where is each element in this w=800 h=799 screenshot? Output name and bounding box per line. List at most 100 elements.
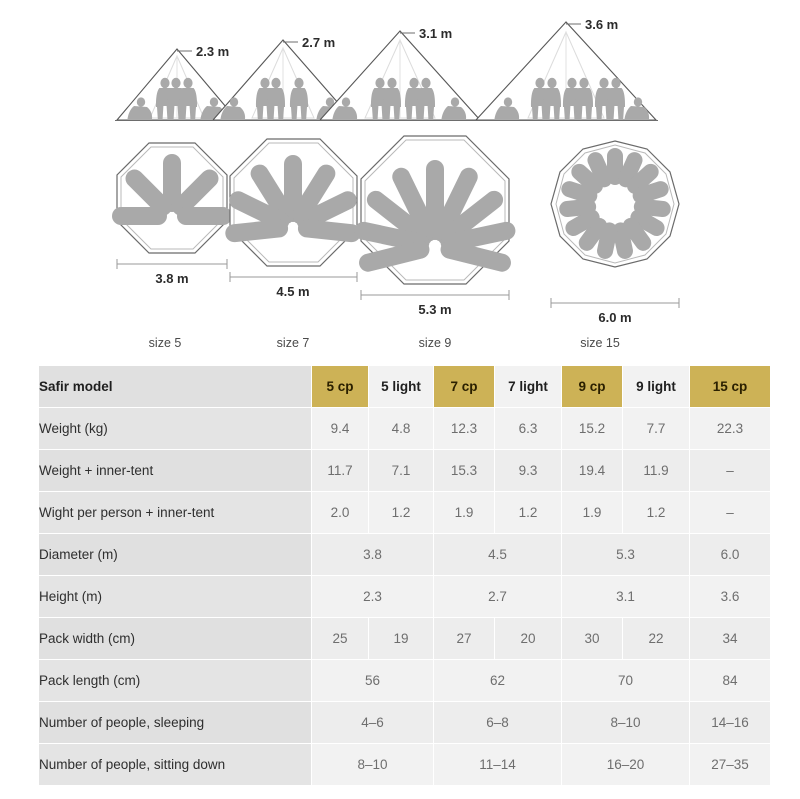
elevation-size-7: 2.7 m xyxy=(211,35,355,121)
cell-value: 27–35 xyxy=(690,744,770,785)
plan-diameter-label-0: 3.8 m xyxy=(155,271,188,286)
cell-value: 20 xyxy=(495,618,561,659)
plan-size-label-1: size 7 xyxy=(277,336,310,350)
cell-value: 70 xyxy=(562,660,689,701)
cell-value: 8–10 xyxy=(312,744,433,785)
cell-value: 7.1 xyxy=(369,450,433,491)
cell-value: 14–16 xyxy=(690,702,770,743)
elevation-size-9: 3.1 m xyxy=(318,26,482,121)
floorplan-size-5: 3.8 m size 5 xyxy=(112,142,232,350)
tent-illustration: 2.3 m 2.7 m xyxy=(112,17,680,350)
tent-diagram-area: 2.3 m 2.7 m xyxy=(0,0,800,355)
column-header-5light[interactable]: 5 light xyxy=(369,366,433,407)
plan-diameter-label-2: 5.3 m xyxy=(418,302,451,317)
cell-value: 19.4 xyxy=(562,450,622,491)
cell-value: 7.7 xyxy=(623,408,689,449)
cell-value: 11.9 xyxy=(623,450,689,491)
cell-value: 1.2 xyxy=(369,492,433,533)
table-row: Height (m) 2.3 2.7 3.1 3.6 xyxy=(39,576,770,617)
cell-value: 62 xyxy=(434,660,561,701)
column-header-7cp[interactable]: 7 cp xyxy=(434,366,494,407)
column-header-7light[interactable]: 7 light xyxy=(495,366,561,407)
row-label: Pack length (cm) xyxy=(39,660,311,701)
floorplan-size-9: 5.3 m size 9 xyxy=(354,135,516,350)
plan-diameter-label-1: 4.5 m xyxy=(276,284,309,299)
cell-value: 1.9 xyxy=(434,492,494,533)
cell-value: 16–20 xyxy=(562,744,689,785)
cell-value: 4.5 xyxy=(434,534,561,575)
elevation-size-15: 3.6 m xyxy=(474,17,658,121)
column-header-9light[interactable]: 9 light xyxy=(623,366,689,407)
cell-value: 22 xyxy=(623,618,689,659)
table-title: Safir model xyxy=(39,366,311,407)
cell-value: 5.3 xyxy=(562,534,689,575)
cell-value: 12.3 xyxy=(434,408,494,449)
cell-value: 2.0 xyxy=(312,492,368,533)
cell-value: 6–8 xyxy=(434,702,561,743)
floorplan-size-15: 6.0 m size 15 xyxy=(550,140,680,350)
cell-value: 2.3 xyxy=(312,576,433,617)
cell-value: 6.0 xyxy=(690,534,770,575)
cell-value: 9.3 xyxy=(495,450,561,491)
column-header-5cp[interactable]: 5 cp xyxy=(312,366,368,407)
cell-value: 4–6 xyxy=(312,702,433,743)
row-label: Number of people, sleeping xyxy=(39,702,311,743)
cell-value: 19 xyxy=(369,618,433,659)
column-header-15cp[interactable]: 15 cp xyxy=(690,366,770,407)
table-row: Pack width (cm) 25 19 27 20 30 22 34 xyxy=(39,618,770,659)
cell-value: 1.2 xyxy=(495,492,561,533)
cell-value: – xyxy=(690,450,770,491)
elevation-height-label-3: 3.6 m xyxy=(585,17,618,32)
row-label: Weight + inner-tent xyxy=(39,450,311,491)
cell-value: 11–14 xyxy=(434,744,561,785)
column-header-9cp[interactable]: 9 cp xyxy=(562,366,622,407)
row-label: Diameter (m) xyxy=(39,534,311,575)
plan-diameter-label-3: 6.0 m xyxy=(598,310,631,325)
row-label: Weight (kg) xyxy=(39,408,311,449)
cell-value: 15.3 xyxy=(434,450,494,491)
floorplan-size-7: 4.5 m size 7 xyxy=(225,138,361,350)
row-label: Pack width (cm) xyxy=(39,618,311,659)
table-row: Weight (kg) 9.4 4.8 12.3 6.3 15.2 7.7 22… xyxy=(39,408,770,449)
cell-value: 3.1 xyxy=(562,576,689,617)
cell-value: 3.8 xyxy=(312,534,433,575)
elevation-height-label-1: 2.7 m xyxy=(302,35,335,50)
cell-value: 8–10 xyxy=(562,702,689,743)
row-label: Number of people, sitting down xyxy=(39,744,311,785)
cell-value: – xyxy=(690,492,770,533)
cell-value: 25 xyxy=(312,618,368,659)
cell-value: 2.7 xyxy=(434,576,561,617)
table-row: Weight + inner-tent 11.7 7.1 15.3 9.3 19… xyxy=(39,450,770,491)
table-row: Number of people, sleeping 4–6 6–8 8–10 … xyxy=(39,702,770,743)
elevation-size-5: 2.3 m xyxy=(115,44,239,121)
table-row: Wight per person + inner-tent 2.0 1.2 1.… xyxy=(39,492,770,533)
cell-value: 4.8 xyxy=(369,408,433,449)
cell-value: 1.9 xyxy=(562,492,622,533)
cell-value: 56 xyxy=(312,660,433,701)
plan-size-label-0: size 5 xyxy=(149,336,182,350)
cell-value: 34 xyxy=(690,618,770,659)
cell-value: 1.2 xyxy=(623,492,689,533)
elevation-height-label-2: 3.1 m xyxy=(419,26,452,41)
bag-ring-15 xyxy=(559,148,671,259)
cell-value: 22.3 xyxy=(690,408,770,449)
cell-value: 11.7 xyxy=(312,450,368,491)
spec-table-container: Safir model 5 cp 5 light 7 cp 7 light 9 … xyxy=(38,365,771,786)
cell-value: 3.6 xyxy=(690,576,770,617)
table-row: Pack length (cm) 56 62 70 84 xyxy=(39,660,770,701)
table-row: Diameter (m) 3.8 4.5 5.3 6.0 xyxy=(39,534,770,575)
cell-value: 27 xyxy=(434,618,494,659)
plan-size-label-2: size 9 xyxy=(419,336,452,350)
plan-size-label-3: size 15 xyxy=(580,336,620,350)
row-label: Wight per person + inner-tent xyxy=(39,492,311,533)
cell-value: 6.3 xyxy=(495,408,561,449)
cell-value: 84 xyxy=(690,660,770,701)
cell-value: 30 xyxy=(562,618,622,659)
cell-value: 9.4 xyxy=(312,408,368,449)
table-row: Number of people, sitting down 8–10 11–1… xyxy=(39,744,770,785)
row-label: Height (m) xyxy=(39,576,311,617)
elevation-height-label-0: 2.3 m xyxy=(196,44,229,59)
table-header-row: Safir model 5 cp 5 light 7 cp 7 light 9 … xyxy=(39,366,770,407)
safir-spec-table: Safir model 5 cp 5 light 7 cp 7 light 9 … xyxy=(38,365,771,786)
cell-value: 15.2 xyxy=(562,408,622,449)
